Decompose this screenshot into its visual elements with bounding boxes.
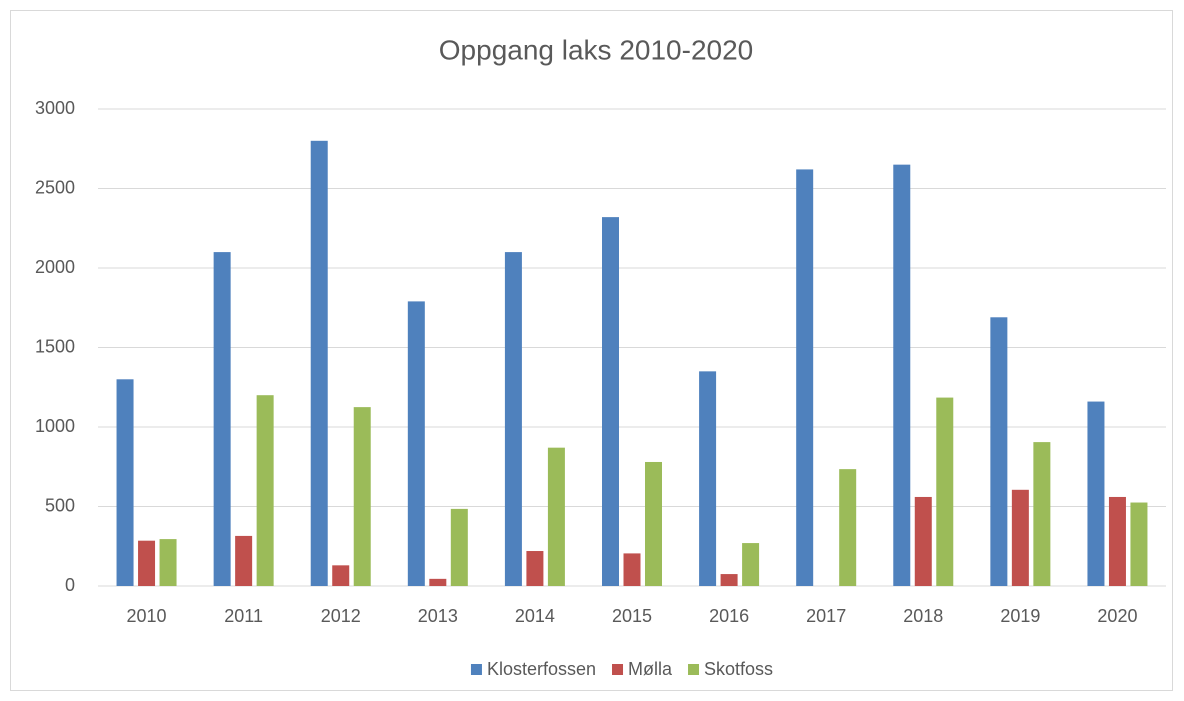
y-tick-label: 500 [45, 495, 75, 515]
chart-title: Oppgang laks 2010-2020 [439, 34, 753, 65]
legend-swatch [688, 664, 700, 675]
bar [742, 543, 760, 586]
bar [353, 407, 371, 586]
bar [547, 447, 565, 586]
legend-label: Skotfoss [704, 659, 773, 679]
bar [213, 252, 231, 586]
bar [914, 496, 932, 586]
bar [256, 395, 274, 586]
bar [332, 565, 350, 586]
bar [699, 371, 717, 586]
bar [235, 535, 253, 586]
chart-border [10, 10, 1173, 691]
x-tick-label: 2016 [709, 606, 749, 626]
bar [450, 508, 468, 586]
bar [1130, 502, 1148, 586]
bar [1108, 496, 1126, 586]
bar [310, 140, 328, 587]
bar [936, 397, 954, 586]
bar [1087, 401, 1105, 586]
bar [1033, 442, 1051, 586]
bar [116, 379, 134, 586]
bar [138, 540, 156, 586]
y-tick-label: 0 [65, 575, 75, 595]
bar [796, 169, 814, 587]
legend-swatch [470, 664, 482, 675]
bar [1011, 489, 1029, 586]
y-tick-label: 1000 [35, 416, 75, 436]
bar [429, 578, 447, 586]
x-tick-label: 2020 [1097, 606, 1137, 626]
bar [623, 553, 641, 586]
bar [839, 469, 857, 586]
bar [893, 164, 911, 586]
legend-label: Mølla [628, 659, 673, 679]
bar [990, 317, 1008, 586]
bar [602, 217, 619, 586]
y-tick-label: 2500 [35, 177, 75, 197]
bar [645, 461, 662, 586]
bar [526, 551, 544, 586]
bar [504, 252, 522, 586]
y-tick-label: 1500 [35, 336, 75, 356]
x-tick-label: 2017 [806, 606, 846, 626]
x-tick-label: 2010 [127, 606, 167, 626]
bar [159, 539, 177, 586]
bar [407, 301, 425, 586]
x-tick-label: 2014 [515, 606, 555, 626]
y-tick-label: 3000 [35, 98, 75, 118]
legend-label: Klosterfossen [487, 659, 596, 679]
x-tick-label: 2011 [224, 606, 263, 626]
x-tick-label: 2012 [321, 606, 361, 626]
bar [720, 574, 738, 586]
x-tick-label: 2018 [903, 606, 943, 626]
y-tick-label: 2000 [35, 257, 75, 277]
x-tick-label: 2015 [612, 606, 652, 626]
legend-swatch [612, 664, 624, 675]
x-tick-label: 2013 [418, 606, 458, 626]
x-tick-label: 2019 [1000, 606, 1040, 626]
